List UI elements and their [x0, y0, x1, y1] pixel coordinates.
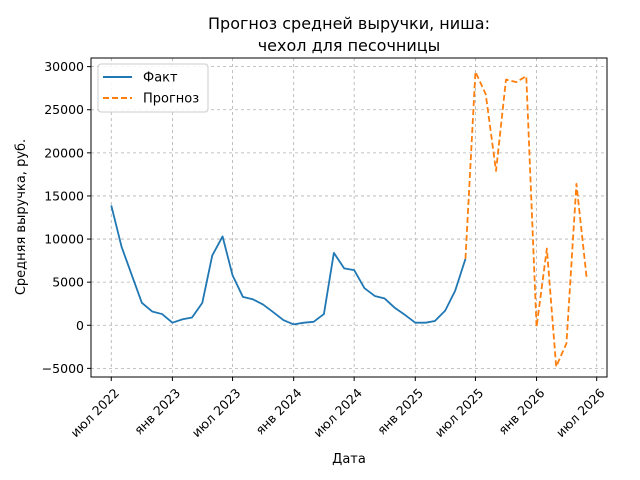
x-axis-label: Дата — [332, 452, 366, 467]
y-axis-label: Средняя выручка, руб. — [14, 139, 29, 295]
x-tick-label: янв 2026 — [495, 385, 547, 437]
x-tick-label: июл 2024 — [310, 385, 365, 440]
x-tick-label: июл 2026 — [553, 385, 608, 440]
axis-ticks: −5000 0 5000 10000 15000 20000 25000 30000 июл 2… — [42, 59, 608, 440]
y-tick-label: 15000 — [44, 188, 84, 203]
chart-title: Прогноз средней выручки, ниша: чехол для… — [208, 14, 490, 55]
series-line-fact — [110, 205, 467, 326]
series-line-forecast — [464, 70, 588, 368]
x-tick-label: янв 2023 — [131, 385, 183, 437]
y-tick-label: 0 — [76, 318, 84, 333]
y-tick-label: 30000 — [44, 59, 84, 74]
series-lines — [110, 70, 588, 368]
x-tick-label: янв 2025 — [374, 385, 426, 437]
chart-title-line-2: чехол для песочницы — [258, 36, 441, 55]
x-tick-label: июл 2022 — [67, 385, 122, 440]
legend-label-fact: Факт — [143, 71, 178, 86]
x-tick-label: июл 2025 — [432, 385, 487, 440]
y-tick-label: 25000 — [44, 102, 84, 117]
chart-title-line-1: Прогноз средней выручки, ниша: — [208, 14, 490, 33]
y-tick-label: 20000 — [44, 145, 84, 160]
plot-area-frame — [90, 57, 608, 378]
legend-label-forecast: Прогноз — [143, 92, 199, 107]
y-tick-label: −5000 — [42, 361, 84, 376]
y-tick-label: 10000 — [44, 232, 84, 247]
y-tick-label: 5000 — [52, 275, 84, 290]
x-tick-label: июл 2023 — [189, 385, 244, 440]
x-tick-label: янв 2024 — [252, 385, 304, 437]
legend: Факт Прогноз — [97, 63, 209, 113]
